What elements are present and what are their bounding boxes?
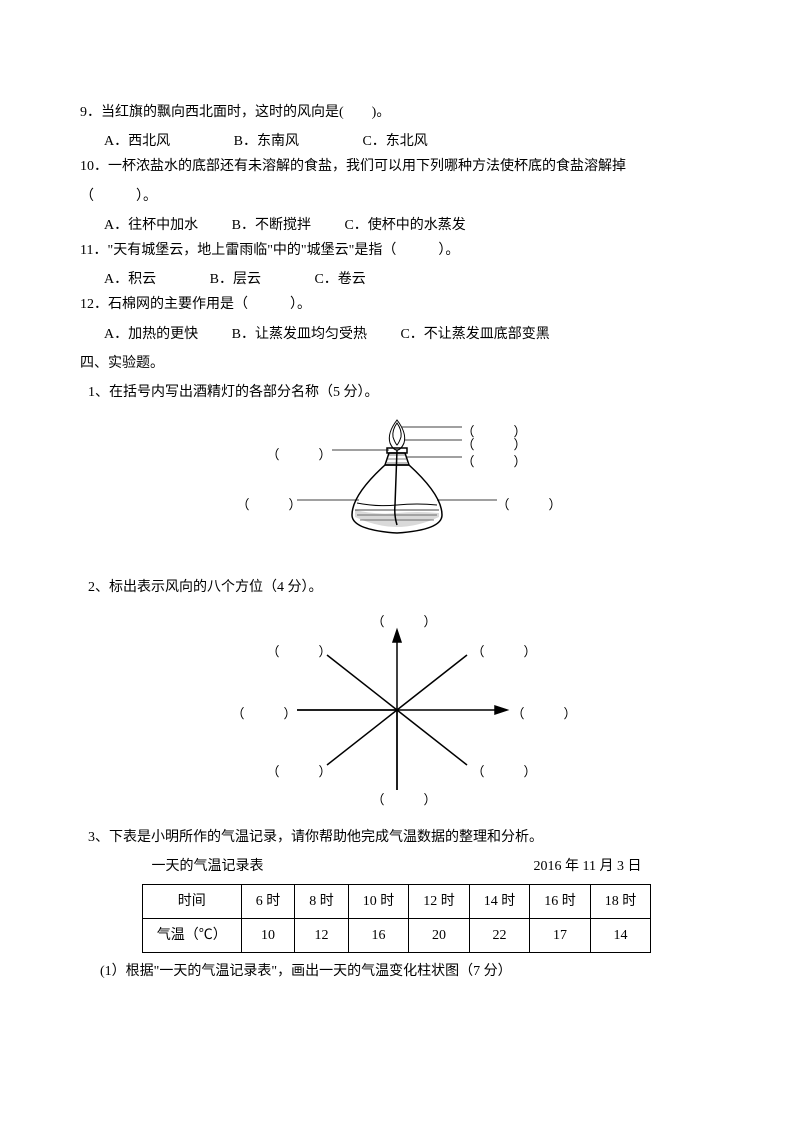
question-9: 9．当红旗的飘向西北面时，这时的风向是( )。 — [80, 100, 713, 125]
question-11: 11．"天有城堡云，地上雷雨临"中的"城堡云"是指（ ）。 — [80, 238, 713, 263]
q11-option-a: A．积云 — [104, 267, 156, 292]
time-4: 14 时 — [469, 884, 530, 918]
q12-option-c: C．不让蒸发皿底部变黑 — [400, 322, 549, 347]
row-label-temp: 气温（℃） — [142, 918, 241, 952]
time-2: 10 时 — [348, 884, 409, 918]
sub-question-3: 3、下表是小明所作的气温记录，请你帮助他完成气温数据的整理和分析。 — [88, 825, 713, 850]
q12-text: 12．石棉网的主要作用是（ ）。 — [80, 297, 311, 312]
time-1: 8 时 — [295, 884, 349, 918]
question-10-cont: （ ）。 — [80, 184, 713, 209]
compass-diagram: （ ） （ ） （ ） （ ） （ ） （ ） （ ） （ ） — [80, 610, 713, 810]
q9-option-b: B．东南风 — [234, 129, 299, 154]
table-header-text: 一天的气温记录表 2016 年 11 月 3 日 — [152, 854, 642, 879]
compass-label-s: （ ） — [372, 788, 437, 811]
q11-text: 11．"天有城堡云，地上雷雨临"中的"城堡云"是指（ ）。 — [80, 243, 459, 258]
temp-6: 14 — [590, 918, 651, 952]
row-label-time: 时间 — [142, 884, 241, 918]
compass-label-n: （ ） — [372, 610, 437, 633]
table-row-time: 时间 6 时 8 时 10 时 12 时 14 时 16 时 18 时 — [142, 884, 651, 918]
q10-option-a: A．往杯中加水 — [104, 213, 198, 238]
time-6: 18 时 — [590, 884, 651, 918]
q10-text: 10．一杯浓盐水的底部还有未溶解的食盐，我们可以用下列哪种方法使杯底的食盐溶解掉 — [80, 159, 626, 174]
q9-option-c: C．东北风 — [362, 129, 427, 154]
alcohol-lamp-diagram: （ ） （ ） （ ） （ ） （ ） （ ） — [80, 415, 713, 555]
compass-label-w: （ ） — [232, 702, 297, 725]
q12-option-b: B．让蒸发皿均匀受热 — [232, 322, 367, 347]
q11-option-c: C．卷云 — [314, 267, 365, 292]
compass-label-e: （ ） — [512, 702, 577, 725]
table-title-right: 2016 年 11 月 3 日 — [534, 854, 642, 879]
temp-5: 17 — [530, 918, 591, 952]
section-4-title: 四、实验题。 — [80, 351, 713, 376]
q9-text: 9．当红旗的飘向西北面时，这时的风向是( )。 — [80, 105, 390, 120]
lamp-label-4: （ ） — [462, 450, 527, 473]
lamp-label-6: （ ） — [497, 493, 562, 516]
q11-options: A．积云 B．层云 C．卷云 — [104, 267, 713, 292]
temp-1: 12 — [295, 918, 349, 952]
question-12: 12．石棉网的主要作用是（ ）。 — [80, 292, 713, 317]
time-3: 12 时 — [409, 884, 470, 918]
temp-4: 22 — [469, 918, 530, 952]
q11-option-b: B．层云 — [210, 267, 261, 292]
compass-label-ne: （ ） — [472, 640, 537, 663]
temperature-table: 时间 6 时 8 时 10 时 12 时 14 时 16 时 18 时 气温（℃… — [142, 884, 652, 953]
q12-options: A．加热的更快 B．让蒸发皿均匀受热 C．不让蒸发皿底部变黑 — [104, 322, 713, 347]
temp-0: 10 — [241, 918, 295, 952]
lamp-label-5: （ ） — [237, 493, 302, 516]
compass-label-se: （ ） — [472, 760, 537, 783]
q10-options: A．往杯中加水 B．不断搅拌 C．使杯中的水蒸发 — [104, 213, 713, 238]
q10-option-c: C．使杯中的水蒸发 — [344, 213, 465, 238]
sub-question-2: 2、标出表示风向的八个方位（4 分）。 — [88, 575, 713, 600]
lamp-label-3: （ ） — [267, 443, 332, 466]
question-10: 10．一杯浓盐水的底部还有未溶解的食盐，我们可以用下列哪种方法使杯底的食盐溶解掉 — [80, 154, 713, 179]
time-5: 16 时 — [530, 884, 591, 918]
q9-option-a: A．西北风 — [104, 129, 170, 154]
compass-label-nw: （ ） — [267, 640, 332, 663]
compass-label-sw: （ ） — [267, 760, 332, 783]
q9-options: A．西北风 B．东南风 C．东北风 — [104, 129, 713, 154]
table-row-temp: 气温（℃） 10 12 16 20 22 17 14 — [142, 918, 651, 952]
sub-question-1: 1、在括号内写出酒精灯的各部分名称（5 分）。 — [88, 380, 713, 405]
temp-2: 16 — [348, 918, 409, 952]
time-0: 6 时 — [241, 884, 295, 918]
temp-3: 20 — [409, 918, 470, 952]
q12-option-a: A．加热的更快 — [104, 322, 198, 347]
q10-option-b: B．不断搅拌 — [232, 213, 311, 238]
sq3-sub1: (1）根据"一天的气温记录表"，画出一天的气温变化柱状图（7 分） — [100, 959, 713, 984]
q10-text2: （ ）。 — [80, 189, 157, 204]
table-title-left: 一天的气温记录表 — [152, 854, 264, 879]
